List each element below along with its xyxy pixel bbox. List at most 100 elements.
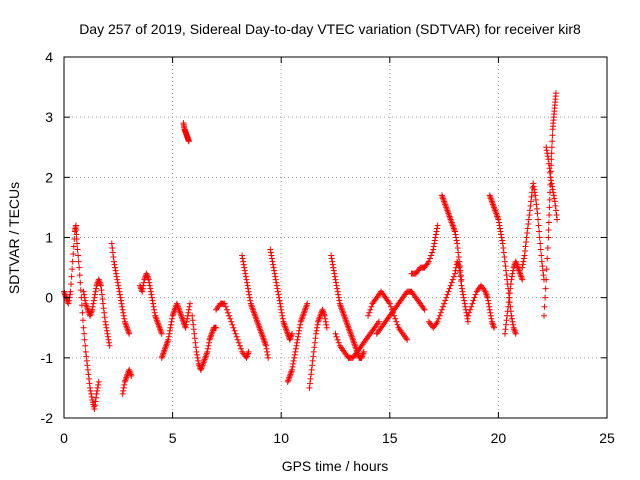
data-point — [166, 327, 173, 334]
x-tick-label: 0 — [60, 430, 68, 446]
data-point — [544, 150, 551, 157]
data-point — [205, 342, 212, 349]
data-point — [524, 229, 531, 236]
series-arc-01 — [61, 222, 102, 412]
y-axis-label: SDTVAR / TECUs — [6, 182, 22, 294]
data-point — [213, 324, 220, 331]
data-point — [275, 291, 282, 298]
series-arc-24 — [519, 180, 548, 283]
data-point — [140, 282, 147, 289]
data-point — [246, 291, 253, 298]
data-point — [366, 309, 373, 316]
series-arc-23 — [501, 258, 526, 337]
data-point — [223, 306, 230, 313]
data-point — [459, 288, 466, 295]
data-point — [103, 324, 110, 331]
data-point — [532, 192, 539, 199]
data-point — [425, 258, 432, 265]
data-point — [428, 252, 435, 259]
data-point — [386, 300, 393, 307]
grid-lines — [64, 57, 607, 418]
data-point — [273, 282, 280, 289]
y-tick-label: 2 — [45, 169, 53, 185]
data-point — [322, 318, 329, 325]
data-point — [295, 330, 302, 337]
data-point — [485, 297, 492, 304]
data-point — [245, 348, 252, 355]
data-point — [149, 297, 156, 304]
x-tick-label: 5 — [169, 430, 177, 446]
data-point — [460, 294, 467, 301]
data-point — [75, 258, 82, 265]
data-point — [165, 336, 172, 343]
data-point — [506, 290, 513, 297]
data-point — [189, 317, 196, 324]
data-point — [228, 318, 235, 325]
data-point — [70, 251, 77, 258]
data-point — [83, 357, 90, 364]
data-point — [335, 339, 342, 346]
data-point — [335, 291, 342, 298]
data-point — [168, 318, 175, 325]
series-arc-26 — [543, 144, 561, 223]
series-arc-11 — [267, 246, 296, 343]
chart-title: Day 257 of 2019, Sidereal Day-to-day VTE… — [79, 21, 581, 37]
data-point — [457, 267, 464, 274]
data-point — [451, 228, 458, 235]
data-point — [306, 380, 313, 387]
data-point — [108, 240, 115, 247]
data-point — [77, 279, 84, 286]
data-point — [68, 281, 75, 288]
data-point — [329, 258, 336, 265]
data-point — [111, 261, 118, 268]
data-point — [393, 318, 400, 325]
data-point — [93, 285, 100, 292]
data-point — [464, 318, 471, 325]
data-point — [103, 327, 110, 334]
data-point — [496, 222, 503, 229]
data-point — [151, 309, 158, 316]
data-point — [226, 312, 233, 319]
data-point — [541, 312, 548, 319]
data-point — [81, 294, 88, 301]
data-point — [485, 300, 492, 307]
data-point — [540, 272, 547, 279]
data-point — [118, 300, 125, 307]
data-point — [498, 231, 505, 238]
data-point — [236, 342, 243, 349]
data-point — [444, 291, 451, 298]
x-tick-label: 10 — [273, 430, 289, 446]
data-point — [106, 342, 113, 349]
data-point — [462, 303, 469, 310]
data-point — [279, 312, 286, 319]
series-arc-05 — [137, 270, 165, 337]
data-point — [548, 180, 555, 187]
data-point — [431, 240, 438, 247]
data-point — [526, 211, 533, 218]
data-point — [309, 357, 316, 364]
data-point — [82, 342, 89, 349]
data-point — [224, 309, 231, 316]
data-point — [109, 245, 116, 252]
data-point — [291, 351, 298, 358]
data-point — [148, 294, 155, 301]
data-point — [312, 330, 319, 337]
data-point — [313, 327, 320, 334]
data-point — [204, 348, 211, 355]
data-point — [456, 269, 463, 276]
data-point — [534, 210, 541, 217]
data-point — [392, 315, 399, 322]
data-point — [116, 288, 123, 295]
data-point — [505, 303, 512, 310]
data-point — [541, 303, 548, 310]
data-point — [166, 330, 173, 337]
data-point — [234, 336, 241, 343]
data-point — [495, 219, 502, 226]
data-point — [69, 258, 76, 265]
data-point — [271, 270, 278, 277]
data-point — [294, 336, 301, 343]
data-point — [552, 90, 559, 97]
data-point — [328, 252, 335, 259]
data-point — [115, 282, 122, 289]
data-point — [119, 390, 126, 397]
